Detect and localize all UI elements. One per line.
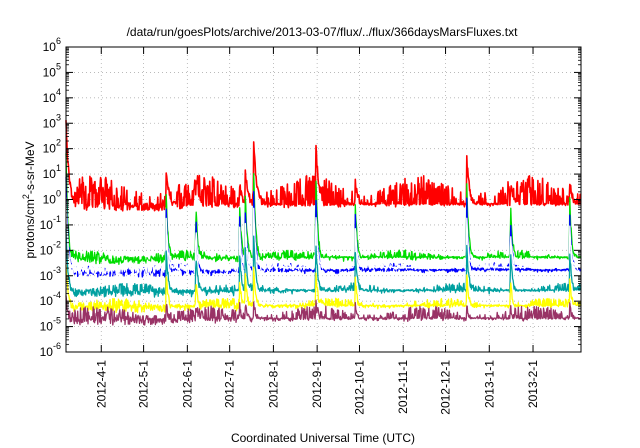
y-tick-base: 10 xyxy=(40,269,54,283)
y-axis-title-main: protons/cm xyxy=(23,199,37,258)
x-tick-label: 2012-6-1 xyxy=(180,360,194,408)
series-layer xyxy=(65,120,582,326)
x-tick-label: 2012-9-1 xyxy=(310,360,324,408)
y-tick-base: 10 xyxy=(40,345,54,359)
y-axis: 10610510410310210110010-110-210-310-410-… xyxy=(40,36,581,359)
y-axis-title-rest: -s-sr-MeV xyxy=(23,141,37,194)
y-tick-base: 10 xyxy=(43,65,57,79)
y-tick-label: 10-3 xyxy=(40,265,61,283)
y-tick-exponent: -6 xyxy=(53,341,61,351)
y-tick-exponent: 3 xyxy=(56,112,61,122)
y-tick-exponent: -3 xyxy=(53,265,61,275)
chart-title: /data/run/goesPlots/archive/2013-03-07/f… xyxy=(127,25,519,39)
y-tick-exponent: -2 xyxy=(53,239,61,249)
series-line-7 xyxy=(65,295,582,326)
y-tick-label: 106 xyxy=(43,36,61,54)
y-tick-exponent: 0 xyxy=(56,189,61,199)
y-tick-exponent: 5 xyxy=(56,61,61,71)
x-tick-label: 2012-11-1 xyxy=(396,360,410,414)
y-tick-exponent: 6 xyxy=(56,36,61,46)
series-line-4 xyxy=(65,197,582,276)
y-tick-label: 10-1 xyxy=(40,214,61,232)
y-tick-base: 10 xyxy=(43,142,57,156)
y-tick-base: 10 xyxy=(43,116,57,130)
y-tick-base: 10 xyxy=(40,218,54,232)
y-tick-exponent: 1 xyxy=(56,163,61,173)
y-tick-base: 10 xyxy=(43,167,57,181)
y-tick-label: 101 xyxy=(43,163,61,181)
x-tick-label: 2012-12-1 xyxy=(439,360,453,415)
x-tick-label: 2012-5-1 xyxy=(137,360,151,408)
y-tick-base: 10 xyxy=(43,193,57,207)
y-tick-label: 10-4 xyxy=(40,290,61,308)
x-tick-label: 2012-7-1 xyxy=(223,360,237,408)
x-tick-label: 2013-1-1 xyxy=(482,360,496,408)
y-tick-exponent: 2 xyxy=(56,138,61,148)
y-tick-base: 10 xyxy=(43,40,57,54)
y-axis-title-sup: 2 xyxy=(21,194,31,199)
y-tick-base: 10 xyxy=(43,91,57,105)
y-tick-exponent: -1 xyxy=(53,214,61,224)
y-tick-label: 100 xyxy=(43,189,61,207)
x-axis: 2012-4-1 2012-5-1 2012-6-1 2012-7-1 2012-8-1… xyxy=(94,47,540,415)
series-line-5 xyxy=(65,228,582,298)
y-tick-label: 103 xyxy=(43,112,61,130)
x-axis-title: Coordinated Universal Time (UTC) xyxy=(231,431,415,445)
y-axis-title: protons/cm2-s-sr-MeV xyxy=(21,141,37,258)
x-tick-label: 2013-2-1 xyxy=(526,360,540,408)
y-tick-base: 10 xyxy=(40,243,54,257)
y-tick-label: 10-5 xyxy=(40,316,61,334)
x-tick-label: 2012-4-1 xyxy=(94,360,108,408)
y-tick-label: 105 xyxy=(43,61,61,79)
series-line-6 xyxy=(65,264,582,314)
y-tick-base: 10 xyxy=(40,320,54,334)
y-tick-base: 10 xyxy=(40,294,54,308)
y-tick-label: 10-2 xyxy=(40,239,61,257)
y-tick-label: 104 xyxy=(43,87,61,105)
y-tick-exponent: 4 xyxy=(56,87,61,97)
series-line-1 xyxy=(65,120,582,212)
y-tick-exponent: -4 xyxy=(53,290,61,300)
series-line-2 xyxy=(65,153,582,265)
y-tick-exponent: -5 xyxy=(53,316,61,326)
y-tick-label: 102 xyxy=(43,138,61,156)
y-tick-label: 10-6 xyxy=(40,341,61,359)
x-tick-label: 2012-8-1 xyxy=(266,360,280,408)
x-tick-label: 2012-10-1 xyxy=(352,360,366,415)
